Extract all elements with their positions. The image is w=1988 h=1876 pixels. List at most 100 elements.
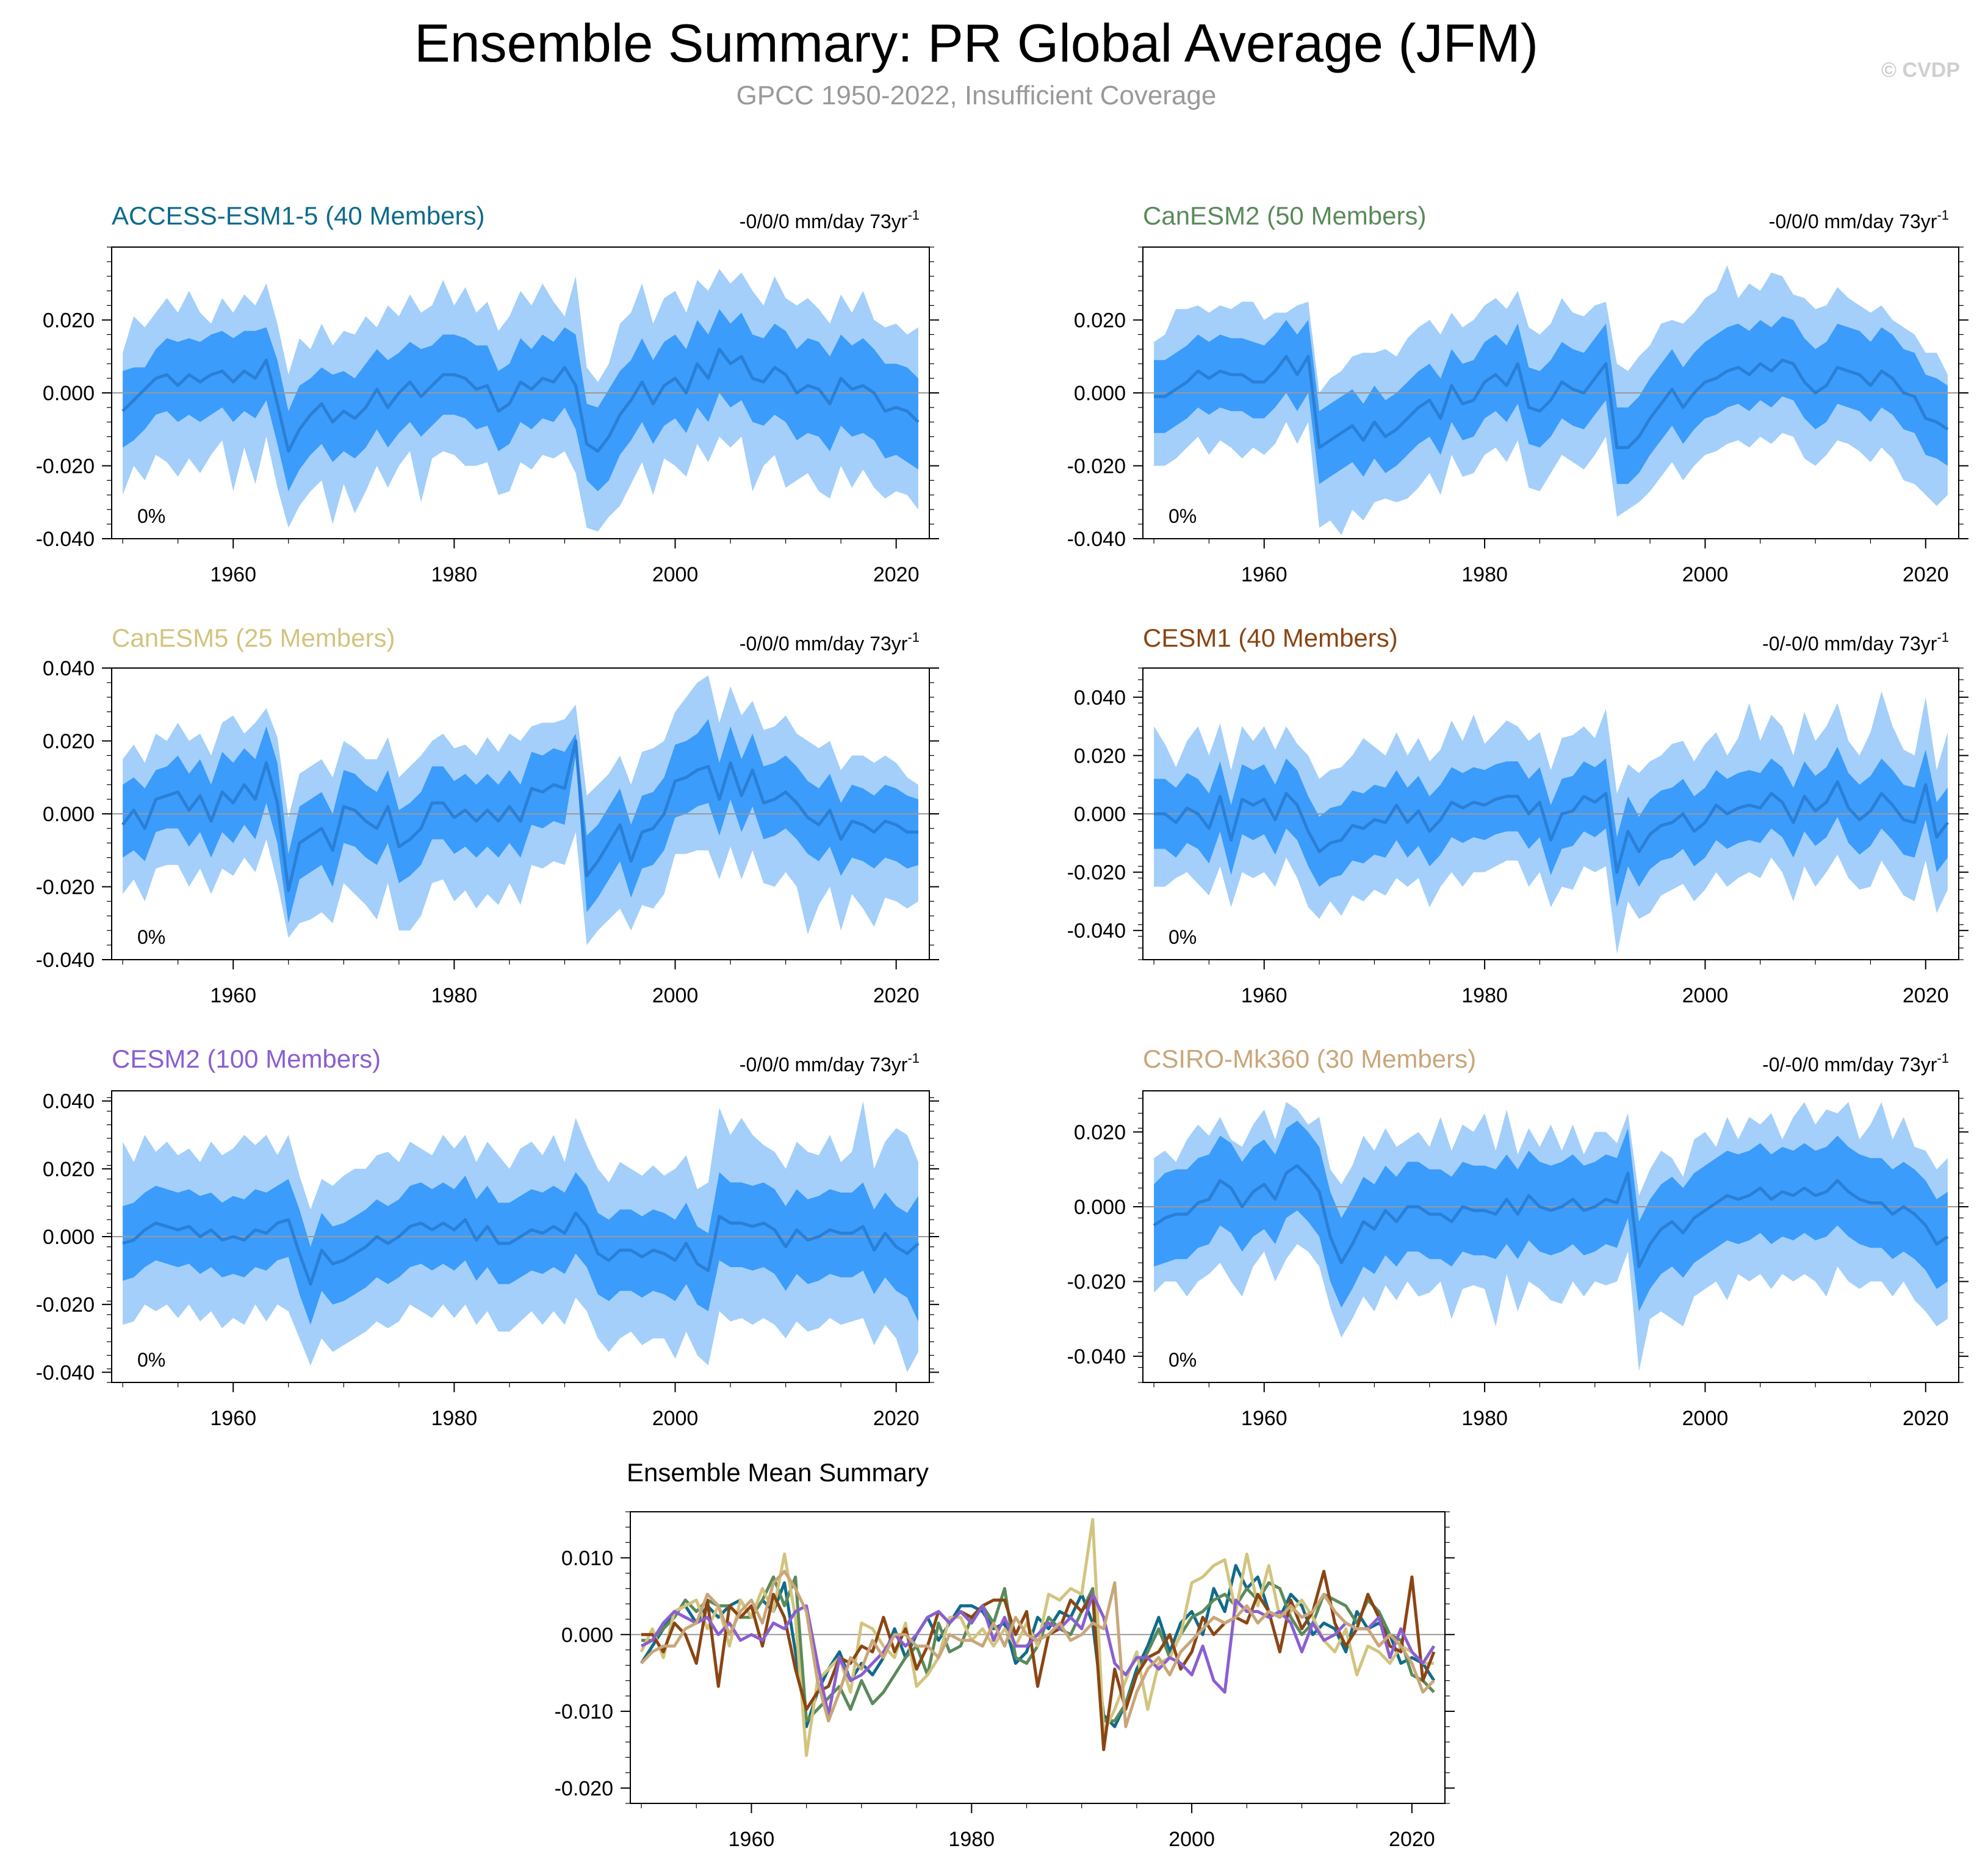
panel-5-mean-line <box>122 1211 920 1286</box>
summary-series-canesm5 <box>639 1518 1434 1757</box>
panel-5-y-tick-label: 0.040 <box>43 1090 95 1113</box>
panel-3-x-tick-label: 1980 <box>431 984 478 1007</box>
panel-1-title: ACCESS-ESM1-5 (40 Members) <box>112 201 484 230</box>
panel-2-y-tick-label: -0.040 <box>1067 528 1126 551</box>
summary-y-tick-label: 0.010 <box>561 1547 613 1570</box>
panel-1-units: -0/0/0 mm/day 73yr-1 <box>740 207 920 232</box>
panel-4-percent-label: 0% <box>1169 926 1197 948</box>
panel-3-y-tick-label: 0.000 <box>43 803 95 826</box>
panel-2-x-tick-label: 2020 <box>1903 563 1949 586</box>
panel-6-inner-band <box>1154 1121 1948 1312</box>
panel-3-y-tick-label: 0.020 <box>43 730 95 753</box>
panel-5-title: CESM2 (100 Members) <box>112 1044 381 1073</box>
panel-5-inner-band <box>123 1172 918 1325</box>
summary-series-csiro-mk360 <box>640 1570 1435 1728</box>
summary-x-tick-label: 1960 <box>729 1828 775 1851</box>
summary-series-cesm1 <box>641 1570 1436 1752</box>
panel-6-x-tick-label: 2020 <box>1903 1407 1949 1430</box>
summary-x-tick-label: 2000 <box>1169 1828 1215 1851</box>
panel-3-x-tick-label: 2020 <box>873 984 920 1007</box>
panel-3-units-exponent: -1 <box>907 630 920 645</box>
panel-2-x-tick-label: 1960 <box>1241 563 1288 586</box>
panel-4-x-tick-label: 2020 <box>1903 984 1949 1007</box>
panel-6-units-exponent: -1 <box>1937 1051 1949 1066</box>
page-subtitle: GPCC 1950-2022, Insufficient Coverage <box>736 81 1217 110</box>
panel-6-units: -0/-0/0 mm/day 73yr-1 <box>1762 1051 1949 1076</box>
panel-1-mean-line <box>121 347 920 453</box>
panel-3-units: -0/0/0 mm/day 73yr-1 <box>740 630 920 655</box>
panel-4-y-tick-label: -0.040 <box>1067 919 1126 943</box>
panel-6-frame <box>1142 1090 1959 1383</box>
panel-6-y-tick-label: -0.020 <box>1067 1271 1126 1294</box>
panel-3-x-tick-label: 1960 <box>210 984 256 1007</box>
panel-5-x-tick-label: 2020 <box>873 1407 920 1430</box>
panel-3-mean-line <box>121 739 918 892</box>
panel-6-percent-label: 0% <box>1169 1349 1197 1371</box>
summary-y-tick-label: -0.020 <box>555 1777 613 1800</box>
panel-5-y-tick-label: 0.000 <box>43 1226 95 1249</box>
panel-4-title: CESM1 (40 Members) <box>1143 624 1398 652</box>
panel-5-units-exponent: -1 <box>907 1051 920 1066</box>
panel-1-y-tick-label: 0.020 <box>43 309 95 332</box>
panel-2-title: CanESM2 (50 Members) <box>1143 201 1426 230</box>
panel-2-units-exponent: -1 <box>1937 207 1949 223</box>
panel-1-x-tick-label: 2000 <box>652 563 699 586</box>
panel-6-y-tick-label: -0.040 <box>1067 1345 1126 1368</box>
panel-6-title: CSIRO-Mk360 (30 Members) <box>1143 1044 1476 1073</box>
panel-6-mean-line <box>1153 1164 1949 1268</box>
summary-series-cesm2 <box>640 1592 1436 1717</box>
panel-4-y-tick-label: 0.020 <box>1074 744 1126 767</box>
panel-1-y-tick-label: -0.020 <box>36 455 95 478</box>
panel-4-units-exponent: -1 <box>1937 630 1949 645</box>
panel-2-percent-label: 0% <box>1169 505 1197 527</box>
panel-4-y-tick-label: -0.020 <box>1067 861 1126 885</box>
panel-2-y-tick-label: 0.020 <box>1074 309 1126 332</box>
panel-1-x-tick-label: 1960 <box>210 563 256 586</box>
panel-4-x-tick-label: 1960 <box>1241 984 1288 1007</box>
panel-4-y-tick-label: 0.040 <box>1074 686 1126 710</box>
panel-4-x-tick-label: 2000 <box>1682 984 1729 1007</box>
panel-3-y-tick-label: 0.040 <box>43 657 95 680</box>
summary-title: Ensemble Mean Summary <box>627 1458 929 1487</box>
panel-5-units: -0/0/0 mm/day 73yr-1 <box>740 1051 920 1076</box>
summary-y-tick-label: -0.010 <box>555 1700 613 1723</box>
panel-6-x-tick-label: 1960 <box>1241 1407 1288 1430</box>
panel-3-percent-label: 0% <box>137 926 165 948</box>
panel-4-x-tick-label: 1980 <box>1461 984 1508 1007</box>
panel-2-y-tick-label: 0.000 <box>1074 382 1126 405</box>
panel-5-y-tick-label: -0.020 <box>36 1293 95 1317</box>
panel-2-units: -0/0/0 mm/day 73yr-1 <box>1769 207 1949 232</box>
panel-5-x-tick-label: 1960 <box>210 1407 256 1430</box>
panel-1-percent-label: 0% <box>137 505 165 527</box>
panel-6-y-tick-label: 0.000 <box>1074 1196 1126 1219</box>
panel-6-y-tick-label: 0.020 <box>1074 1121 1126 1144</box>
panel-3-y-tick-label: -0.040 <box>36 949 95 972</box>
panel-5-y-tick-label: 0.020 <box>43 1158 95 1181</box>
panel-4-units: -0/-0/0 mm/day 73yr-1 <box>1762 630 1949 655</box>
panel-1-x-tick-label: 1980 <box>431 563 478 586</box>
page-title: Ensemble Summary: PR Global Average (JFM… <box>414 13 1539 73</box>
panel-1-y-tick-label: -0.040 <box>36 528 95 551</box>
panel-1-units-exponent: -1 <box>907 207 920 223</box>
panel-5-percent-label: 0% <box>137 1349 165 1371</box>
copyright-label: © CVDP <box>1881 59 1960 82</box>
panel-4-inner-band <box>1154 747 1948 907</box>
panel-4-y-tick-label: 0.000 <box>1074 803 1126 826</box>
panel-1-inner-band <box>123 309 918 492</box>
panel-3-y-tick-label: -0.020 <box>36 876 95 899</box>
panel-5-x-tick-label: 2000 <box>652 1407 699 1430</box>
summary-x-tick-label: 1980 <box>948 1828 995 1851</box>
panel-4-mean-line <box>1154 780 1949 874</box>
summary-x-tick-label: 2020 <box>1389 1828 1435 1851</box>
panel-3-title: CanESM5 (25 Members) <box>112 624 395 652</box>
panel-2-mean-line <box>1154 354 1949 450</box>
panel-2-y-tick-label: -0.020 <box>1067 455 1126 478</box>
panel-6-x-tick-label: 1980 <box>1461 1407 1508 1430</box>
panel-5-x-tick-label: 1980 <box>431 1407 478 1430</box>
panel-1-y-tick-label: 0.000 <box>43 382 95 405</box>
panel-3-x-tick-label: 2000 <box>652 984 699 1007</box>
summary-y-tick-label: 0.000 <box>561 1623 613 1647</box>
panel-1-x-tick-label: 2020 <box>873 563 920 586</box>
panel-6-x-tick-label: 2000 <box>1682 1407 1729 1430</box>
